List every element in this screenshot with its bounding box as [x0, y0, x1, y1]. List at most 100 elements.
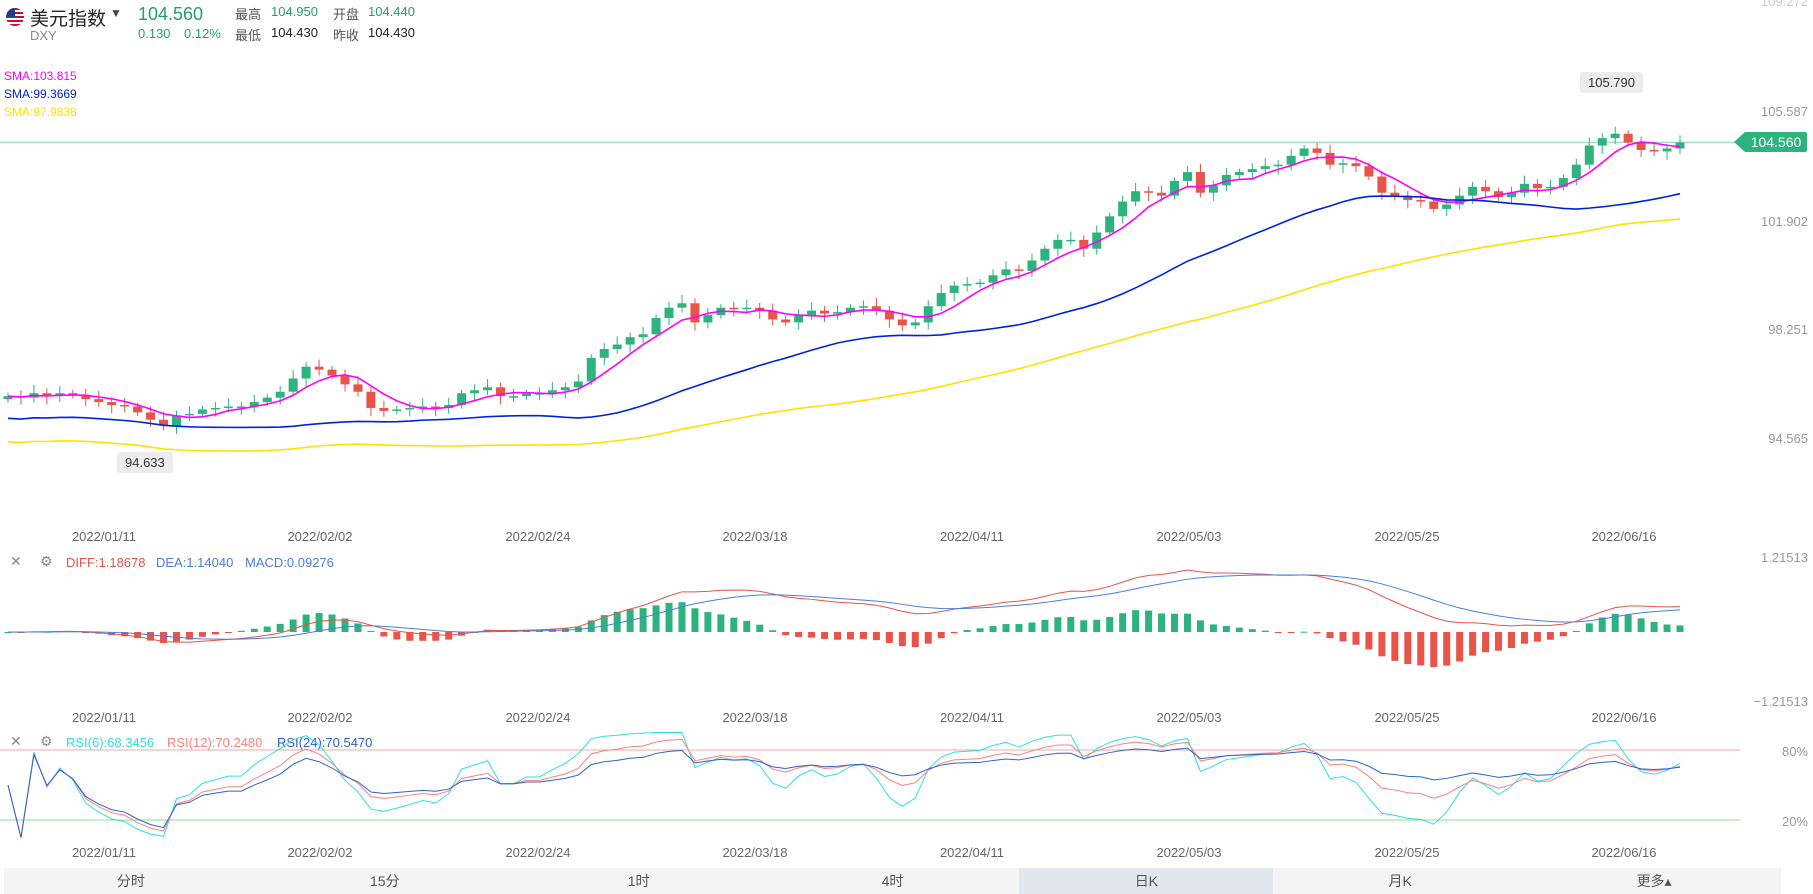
rsi-axis-bottom: 20% — [1781, 814, 1808, 829]
high-price-tooltip: 105.790 — [1580, 72, 1643, 93]
candle-body — [431, 406, 441, 408]
candle-body — [703, 315, 713, 323]
candle-body — [496, 387, 506, 397]
macd-bar — [380, 632, 388, 637]
date-label: 2022/02/24 — [505, 845, 571, 860]
macd-bar — [1261, 630, 1269, 632]
candle-body — [3, 396, 13, 400]
candle-body — [884, 310, 894, 320]
macd-bar — [665, 602, 673, 632]
tab-15min[interactable]: 15分 — [370, 873, 400, 889]
candle-body — [1351, 163, 1361, 167]
settings-icon[interactable]: ⚙ — [40, 553, 53, 569]
macd-bar — [1028, 622, 1036, 632]
instrument-ticker: DXY — [30, 28, 57, 43]
tab-more[interactable]: 更多▴ — [1636, 873, 1672, 889]
current-price-tag: 104.560 — [1745, 132, 1807, 152]
macd-bar — [1015, 624, 1023, 632]
candle-body — [379, 407, 389, 411]
macd-bar — [1222, 625, 1230, 632]
candle-body — [962, 284, 972, 286]
us-flag-icon — [6, 8, 24, 26]
macd-bar — [1196, 620, 1204, 632]
price-change-pct: 0.12% — [184, 26, 221, 41]
candlestick-chart[interactable] — [0, 0, 1740, 520]
rsi-chart[interactable] — [0, 730, 1740, 838]
diff-label: DIFF:1.18678 — [66, 555, 146, 570]
macd-bar — [1456, 632, 1464, 662]
macd-bar — [1171, 613, 1179, 632]
caret-down-icon[interactable]: ▼ — [110, 6, 122, 20]
tab-intraday[interactable]: 分时 — [116, 873, 145, 889]
candle-body — [1105, 216, 1115, 233]
candle-body — [81, 394, 91, 400]
candle-body — [1519, 183, 1529, 193]
macd-chart[interactable] — [0, 560, 1720, 710]
macd-bar — [1663, 624, 1671, 632]
macd-bar — [172, 632, 180, 642]
candle-body — [1066, 239, 1076, 242]
candle-body — [1247, 169, 1257, 173]
date-label: 2022/05/03 — [1156, 710, 1222, 725]
macd-bar — [1313, 632, 1321, 634]
candle-body — [547, 390, 557, 394]
tab-4hour[interactable]: 4时 — [881, 873, 904, 889]
candle-body — [418, 406, 428, 408]
macd-bar — [1572, 630, 1580, 632]
macd-bar — [198, 632, 206, 637]
macd-bar — [782, 632, 790, 636]
macd-bar — [911, 632, 919, 648]
candle-body — [508, 396, 518, 398]
macd-bar — [419, 632, 427, 641]
tab-monthly[interactable]: 月K — [1388, 873, 1412, 889]
macd-label: MACD:0.09276 — [245, 555, 334, 570]
candle-body — [184, 413, 194, 416]
candle-body — [1182, 172, 1192, 181]
macd-bar — [1378, 632, 1386, 657]
candle-body — [262, 397, 272, 403]
macd-bar — [704, 612, 712, 632]
price-axis-label: 101.902 — [1761, 214, 1808, 229]
candle-body — [301, 366, 311, 379]
macd-bar — [1676, 625, 1684, 632]
candle-body — [1507, 192, 1517, 198]
macd-bar — [950, 632, 958, 634]
macd-bar — [160, 632, 168, 644]
macd-bar — [1559, 632, 1567, 637]
macd-bar — [821, 632, 829, 639]
macd-bar — [730, 617, 738, 632]
low-price-tooltip: 94.633 — [117, 452, 173, 473]
candle-body — [755, 307, 765, 311]
candle-body — [249, 402, 259, 407]
candle-body — [340, 375, 350, 385]
sma-long-label: SMA:97.9838 — [4, 105, 77, 119]
date-label: 2022/05/25 — [1374, 710, 1440, 725]
tab-1hour[interactable]: 1时 — [627, 873, 650, 889]
candle-body — [1403, 195, 1413, 201]
macd-bar — [963, 630, 971, 632]
macd-bar — [1469, 632, 1477, 656]
close-icon[interactable]: ✕ — [10, 553, 22, 569]
macd-bar — [185, 632, 193, 640]
candle-body — [638, 334, 648, 338]
candle-body — [923, 306, 933, 323]
diff-line — [7, 569, 1681, 643]
candle-body — [146, 412, 156, 420]
settings-icon[interactable]: ⚙ — [40, 733, 53, 749]
candle-body — [1299, 148, 1309, 156]
rsi-axis-top: 80% — [1781, 744, 1808, 759]
close-icon[interactable]: ✕ — [10, 733, 22, 749]
macd-bar — [1209, 624, 1217, 632]
candle-body — [1014, 269, 1024, 271]
macd-bar — [1533, 632, 1541, 642]
sma-short-label: SMA:103.815 — [4, 69, 77, 83]
macd-bar — [1119, 613, 1127, 632]
candle-body — [949, 285, 959, 293]
candle-body — [1157, 192, 1167, 196]
candle-body — [1195, 172, 1205, 193]
candle-body — [1040, 248, 1050, 261]
candle-body — [1571, 164, 1581, 178]
tab-daily[interactable]: 日K — [1019, 868, 1274, 894]
candle-body — [1144, 191, 1154, 193]
instrument-name[interactable]: 美元指数 — [30, 9, 107, 30]
